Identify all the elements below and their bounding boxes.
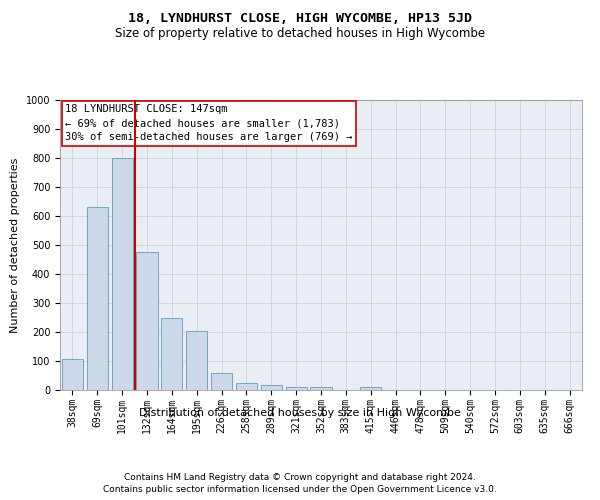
Y-axis label: Number of detached properties: Number of detached properties bbox=[10, 158, 20, 332]
Bar bbox=[112, 158, 133, 390]
Bar bbox=[87, 208, 108, 390]
Bar bbox=[186, 331, 207, 390]
Bar bbox=[236, 383, 257, 390]
Bar bbox=[161, 318, 182, 390]
Bar bbox=[286, 387, 307, 390]
Text: 18, LYNDHURST CLOSE, HIGH WYCOMBE, HP13 5JD: 18, LYNDHURST CLOSE, HIGH WYCOMBE, HP13 … bbox=[128, 12, 472, 26]
Bar bbox=[360, 387, 381, 390]
Text: Contains HM Land Registry data © Crown copyright and database right 2024.: Contains HM Land Registry data © Crown c… bbox=[124, 472, 476, 482]
Bar bbox=[136, 252, 158, 390]
Bar bbox=[62, 358, 83, 390]
Text: 18 LYNDHURST CLOSE: 147sqm
← 69% of detached houses are smaller (1,783)
30% of s: 18 LYNDHURST CLOSE: 147sqm ← 69% of deta… bbox=[65, 104, 353, 142]
Bar bbox=[310, 387, 332, 390]
Text: Distribution of detached houses by size in High Wycombe: Distribution of detached houses by size … bbox=[139, 408, 461, 418]
Bar bbox=[261, 385, 282, 390]
Text: Contains public sector information licensed under the Open Government Licence v3: Contains public sector information licen… bbox=[103, 485, 497, 494]
Bar bbox=[211, 372, 232, 390]
Text: Size of property relative to detached houses in High Wycombe: Size of property relative to detached ho… bbox=[115, 28, 485, 40]
